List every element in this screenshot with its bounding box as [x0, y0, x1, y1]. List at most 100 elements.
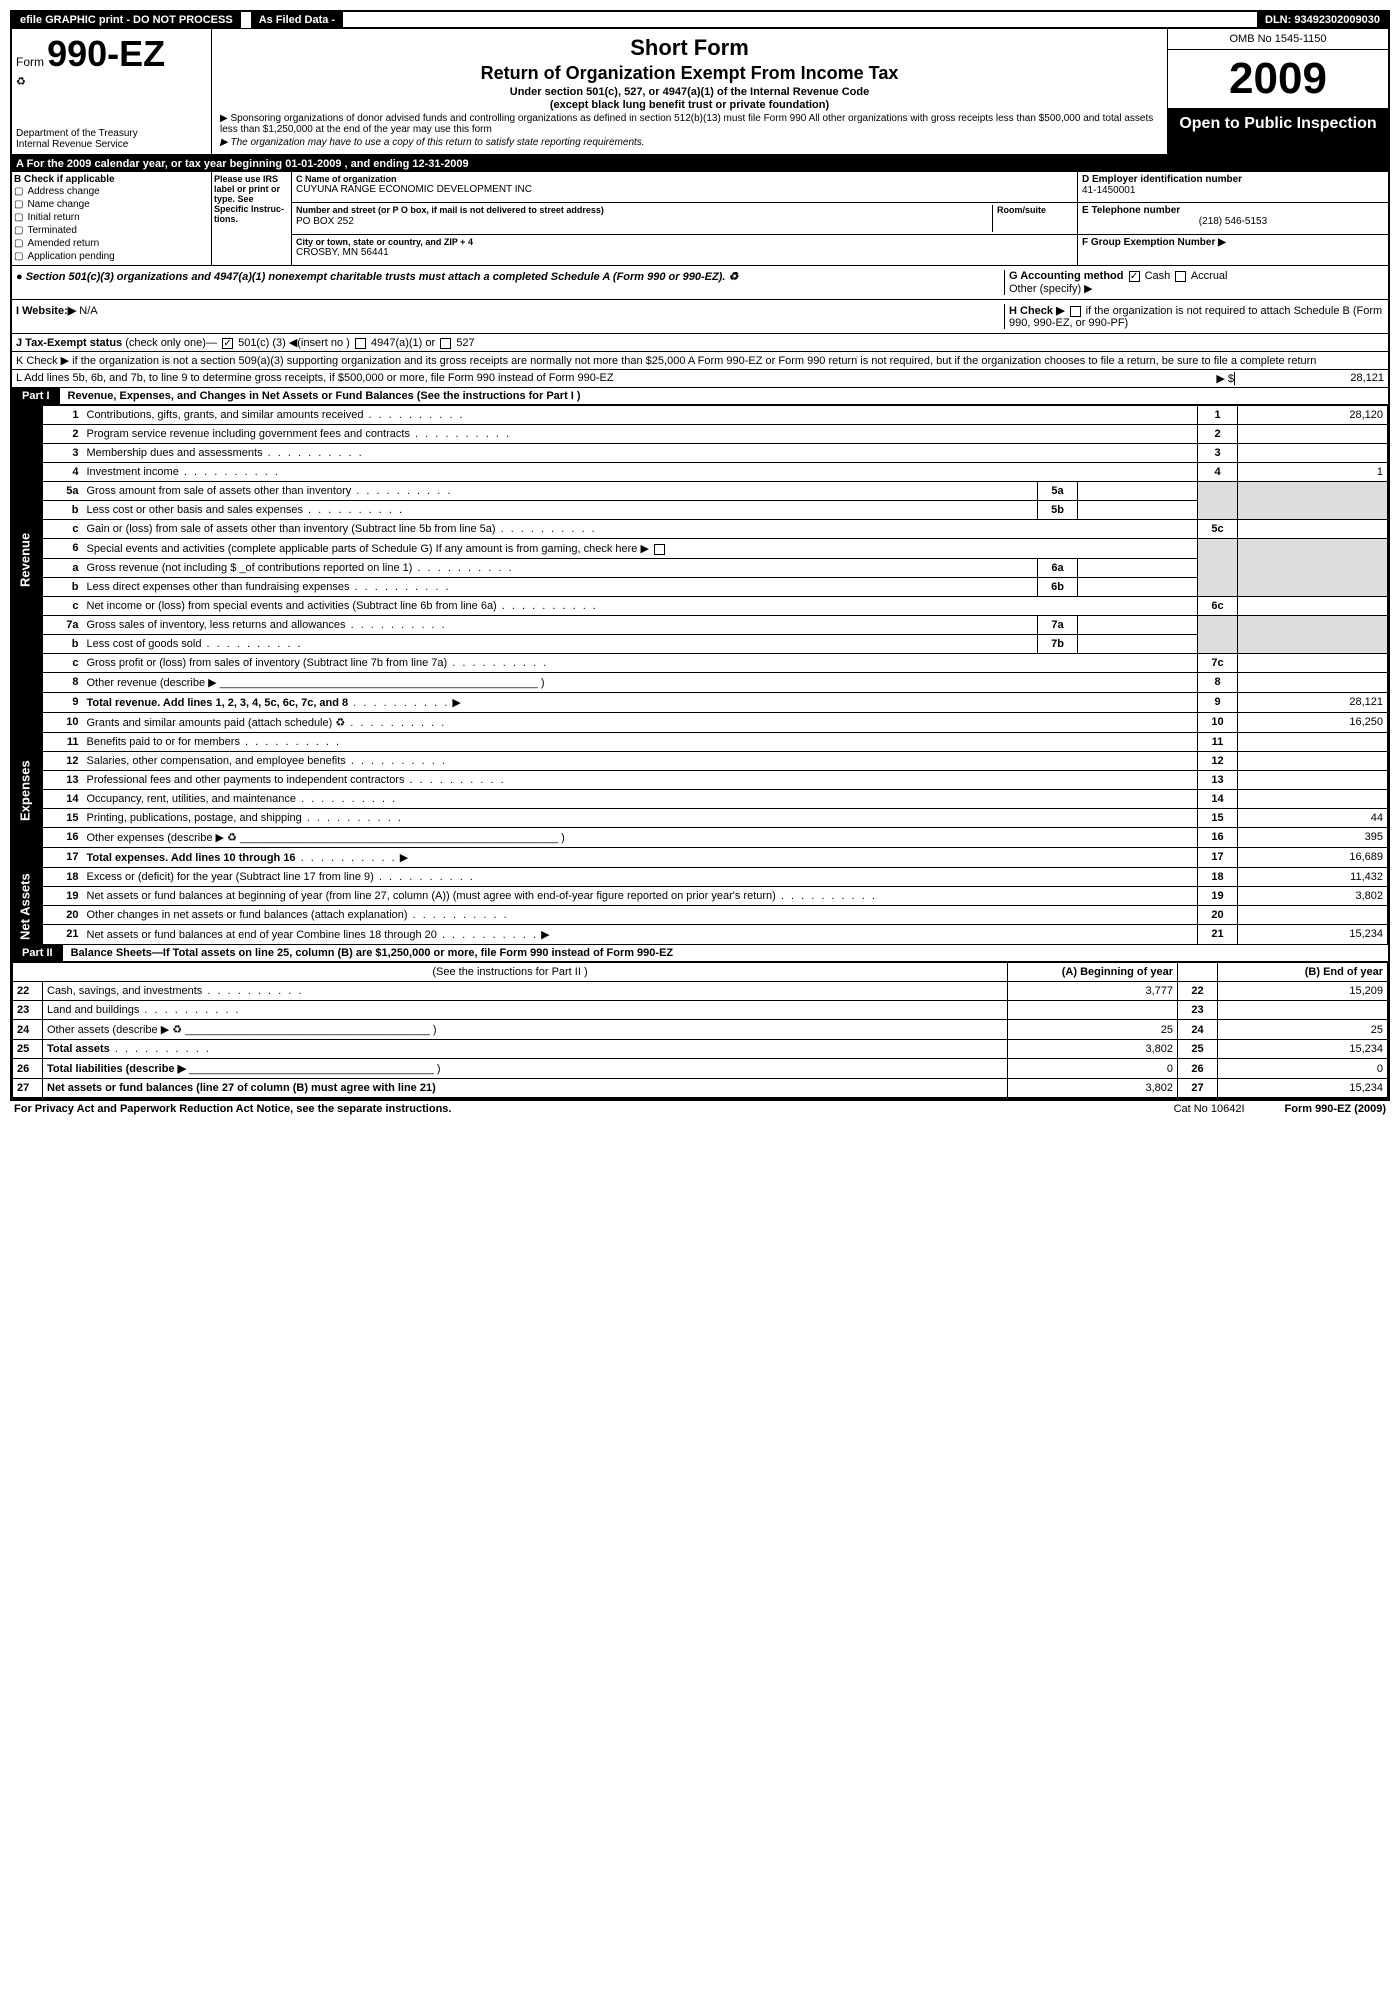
cb-accrual[interactable]: [1175, 271, 1186, 282]
bs-25-mid: 25: [1178, 1040, 1218, 1059]
part1-label: Part I: [12, 388, 60, 404]
expenses-side-label: Expenses: [13, 713, 43, 868]
cb-terminated[interactable]: Terminated: [14, 224, 209, 237]
i-website-value: N/A: [79, 305, 97, 317]
l7b-inner-num: 7b: [1038, 635, 1078, 654]
l5a-inner-num: 5a: [1038, 482, 1078, 501]
l3-text: Membership dues and assessments: [83, 444, 1198, 463]
f-group-label: F Group Exemption Number ▶: [1082, 237, 1226, 248]
l10-text: Grants and similar amounts paid (attach …: [83, 713, 1198, 733]
l17-text: Total expenses. Add lines 10 through 16 …: [83, 848, 1198, 868]
room-label: Room/suite: [993, 205, 1073, 231]
l6-num: 6: [43, 539, 83, 559]
cb-h[interactable]: [1070, 306, 1081, 317]
form-header: Form 990-EZ ♻ Department of the Treasury…: [12, 29, 1388, 156]
l-row: L Add lines 5b, 6b, and 7b, to line 9 to…: [12, 370, 1388, 388]
part2-label: Part II: [12, 945, 63, 961]
recycle-icon: ♻: [16, 75, 207, 88]
l5a-num: 5a: [43, 482, 83, 501]
e-phone-value: (218) 546-5153: [1082, 216, 1384, 227]
bs-25-num: 25: [13, 1040, 43, 1059]
l17-value: 16,689: [1238, 848, 1388, 868]
c-name-label: C Name of organization: [296, 174, 1073, 184]
bs-23-b: [1218, 1001, 1388, 1020]
bs-22-b: 15,209: [1218, 982, 1388, 1001]
l3-num: 3: [43, 444, 83, 463]
l7-shade: [1198, 616, 1238, 654]
cb-gaming[interactable]: [654, 544, 665, 555]
l13-num: 13: [43, 771, 83, 790]
l12-value: [1238, 752, 1388, 771]
l6b-inner-num: 6b: [1038, 578, 1078, 597]
dept-irs: Internal Revenue Service: [16, 139, 207, 150]
l16-num: 16: [43, 828, 83, 848]
l3-box-num: 3: [1198, 444, 1238, 463]
cb-name-change[interactable]: Name change: [14, 198, 209, 211]
cb-527[interactable]: [440, 338, 451, 349]
l10-box-num: 10: [1198, 713, 1238, 733]
l9-text: Total revenue. Add lines 1, 2, 3, 4, 5c,…: [83, 693, 1198, 713]
l1-text: Contributions, gifts, grants, and simila…: [83, 406, 1198, 425]
subtitle-2: (except black lung benefit trust or priv…: [220, 99, 1159, 111]
bs-22-a: 3,777: [1008, 982, 1178, 1001]
l7b-text: Less cost of goods sold: [83, 635, 1038, 654]
bs-24-text: Other assets (describe ▶ ♻ _____________…: [43, 1020, 1008, 1040]
cash-label: Cash: [1145, 270, 1171, 282]
l6a-text: Gross revenue (not including $ _of contr…: [83, 559, 1038, 578]
header-center: Short Form Return of Organization Exempt…: [212, 29, 1168, 154]
header-left: Form 990-EZ ♻ Department of the Treasury…: [12, 29, 212, 154]
section-501-row: ● Section 501(c)(3) organizations and 49…: [12, 266, 1388, 300]
name-address-column: C Name of organization CUYUNA RANGE ECON…: [292, 172, 1078, 265]
cb-address-change[interactable]: Address change: [14, 185, 209, 198]
l17-num: 17: [43, 848, 83, 868]
bs-25-b: 15,234: [1218, 1040, 1388, 1059]
l5c-box-num: 5c: [1198, 520, 1238, 539]
footer-center: Cat No 10642I: [1174, 1103, 1245, 1115]
g-label: G Accounting method: [1009, 270, 1123, 282]
l4-text: Investment income: [83, 463, 1198, 482]
l6-shade-amt: [1238, 539, 1388, 597]
please-instructions: Please use IRS label or print or type. S…: [212, 172, 292, 265]
j-501c: 501(c) (3) ◀(insert no ): [238, 337, 350, 349]
h-text: if the organization is not required to a…: [1009, 305, 1382, 329]
l14-text: Occupancy, rent, utilities, and maintena…: [83, 790, 1198, 809]
l19-num: 19: [43, 887, 83, 906]
part1-header: Part I Revenue, Expenses, and Changes in…: [12, 388, 1388, 405]
bs-24-num: 24: [13, 1020, 43, 1040]
e-phone-label: E Telephone number: [1082, 205, 1384, 216]
j-text: (check only one)—: [125, 337, 217, 349]
j-527: 527: [456, 337, 474, 349]
j-tax-exempt-row: J Tax-Exempt status (check only one)— ✓ …: [12, 334, 1388, 352]
city-label: City or town, state or country, and ZIP …: [296, 237, 1073, 247]
tax-year: 2009: [1168, 50, 1388, 109]
other-specify: Other (specify) ▶: [1009, 283, 1093, 295]
l13-text: Professional fees and other payments to …: [83, 771, 1198, 790]
part1-title: Revenue, Expenses, and Changes in Net As…: [60, 388, 1388, 404]
l7b-num: b: [43, 635, 83, 654]
bs-24-b: 25: [1218, 1020, 1388, 1040]
cb-initial-return[interactable]: Initial return: [14, 211, 209, 224]
l5b-num: b: [43, 501, 83, 520]
cb-501c[interactable]: ✓: [222, 338, 233, 349]
bs-blank-hdr: [1178, 963, 1218, 982]
l2-box-num: 2: [1198, 425, 1238, 444]
cb-4947[interactable]: [355, 338, 366, 349]
l6c-text: Net income or (loss) from special events…: [83, 597, 1198, 616]
l13-box-num: 13: [1198, 771, 1238, 790]
l6a-num: a: [43, 559, 83, 578]
l5c-text: Gain or (loss) from sale of assets other…: [83, 520, 1198, 539]
dln-label: DLN: 93492302009030: [1257, 12, 1388, 28]
bs-23-text: Land and buildings: [43, 1001, 1008, 1020]
l17-box-num: 17: [1198, 848, 1238, 868]
cb-amended[interactable]: Amended return: [14, 237, 209, 250]
l4-value: 1: [1238, 463, 1388, 482]
city-value: CROSBY, MN 56441: [296, 247, 1073, 258]
cb-cash[interactable]: ✓: [1129, 271, 1140, 282]
part1-table: Revenue 1 Contributions, gifts, grants, …: [12, 405, 1388, 945]
l7a-num: 7a: [43, 616, 83, 635]
l11-value: [1238, 733, 1388, 752]
subtitle-1: Under section 501(c), 527, or 4947(a)(1)…: [220, 86, 1159, 98]
cb-application-pending[interactable]: Application pending: [14, 250, 209, 263]
l2-num: 2: [43, 425, 83, 444]
l-text: L Add lines 5b, 6b, and 7b, to line 9 to…: [16, 372, 1174, 385]
